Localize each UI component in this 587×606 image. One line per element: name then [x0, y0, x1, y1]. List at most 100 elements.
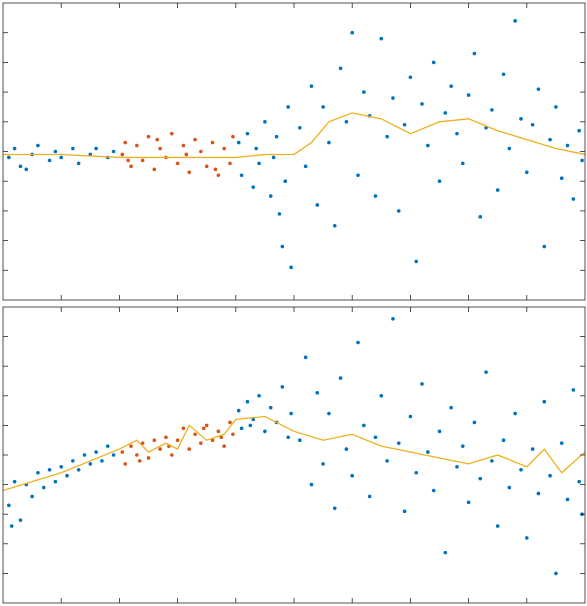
point — [12, 146, 17, 151]
point — [7, 155, 11, 160]
point — [18, 518, 23, 522]
plot-area — [3, 317, 585, 576]
point — [414, 470, 419, 475]
point — [94, 146, 98, 151]
point — [268, 405, 273, 410]
point — [286, 105, 290, 109]
point — [565, 143, 570, 148]
point — [184, 152, 189, 157]
point — [283, 179, 288, 183]
point — [536, 87, 541, 91]
point — [367, 494, 372, 499]
point — [519, 117, 523, 121]
point — [71, 146, 75, 151]
point — [559, 176, 564, 181]
point — [245, 131, 250, 136]
point — [9, 524, 14, 528]
point — [289, 265, 293, 270]
point — [478, 215, 483, 219]
point — [111, 149, 116, 154]
point — [53, 479, 58, 484]
point — [466, 500, 471, 505]
point — [344, 447, 349, 451]
point — [303, 355, 308, 360]
point — [280, 244, 285, 249]
point — [236, 140, 241, 145]
point — [216, 173, 221, 178]
point — [542, 244, 547, 249]
point — [120, 450, 125, 454]
point — [36, 470, 40, 475]
point — [231, 134, 235, 139]
point — [362, 423, 366, 428]
point — [327, 411, 331, 416]
point — [338, 66, 343, 71]
point — [350, 30, 355, 35]
point — [414, 259, 419, 264]
axes — [2, 306, 586, 604]
point — [169, 453, 174, 457]
point — [268, 194, 273, 198]
point — [100, 459, 104, 463]
point — [298, 125, 302, 130]
point — [7, 503, 11, 508]
point — [525, 170, 529, 175]
point — [71, 459, 75, 463]
point — [135, 143, 139, 148]
axes-box — [2, 2, 586, 301]
point — [146, 134, 151, 139]
point — [155, 137, 160, 142]
point — [362, 90, 366, 94]
point — [219, 435, 224, 440]
point — [396, 209, 401, 213]
point — [88, 462, 93, 466]
point — [187, 447, 192, 451]
point — [274, 134, 279, 139]
point — [385, 459, 389, 463]
point — [443, 111, 448, 115]
point — [111, 453, 116, 457]
point — [402, 509, 407, 514]
point — [580, 158, 584, 163]
point — [443, 550, 448, 555]
point — [338, 376, 343, 380]
point — [408, 75, 413, 80]
point — [490, 459, 494, 463]
point — [30, 494, 34, 499]
point — [126, 158, 130, 163]
point — [204, 164, 209, 169]
point — [373, 435, 378, 440]
point — [158, 146, 162, 151]
point — [420, 102, 424, 106]
point — [257, 161, 261, 166]
point — [495, 188, 500, 192]
point — [356, 173, 360, 178]
point — [420, 382, 424, 386]
point — [263, 429, 267, 434]
point — [140, 441, 145, 445]
point — [175, 161, 180, 166]
point — [391, 96, 395, 100]
point — [193, 432, 197, 437]
point — [472, 51, 477, 56]
point — [460, 444, 465, 448]
point — [565, 497, 570, 502]
point — [495, 524, 500, 528]
point — [525, 536, 529, 540]
point — [554, 105, 558, 109]
point — [501, 72, 506, 77]
point — [309, 84, 314, 88]
point — [181, 426, 186, 431]
point — [210, 438, 215, 443]
point — [391, 317, 395, 321]
point — [12, 479, 17, 484]
point — [455, 465, 459, 469]
point — [210, 140, 215, 145]
point — [187, 170, 192, 175]
point — [251, 185, 256, 189]
point — [228, 161, 232, 166]
point — [332, 223, 337, 228]
point — [530, 122, 535, 127]
point — [158, 447, 162, 451]
